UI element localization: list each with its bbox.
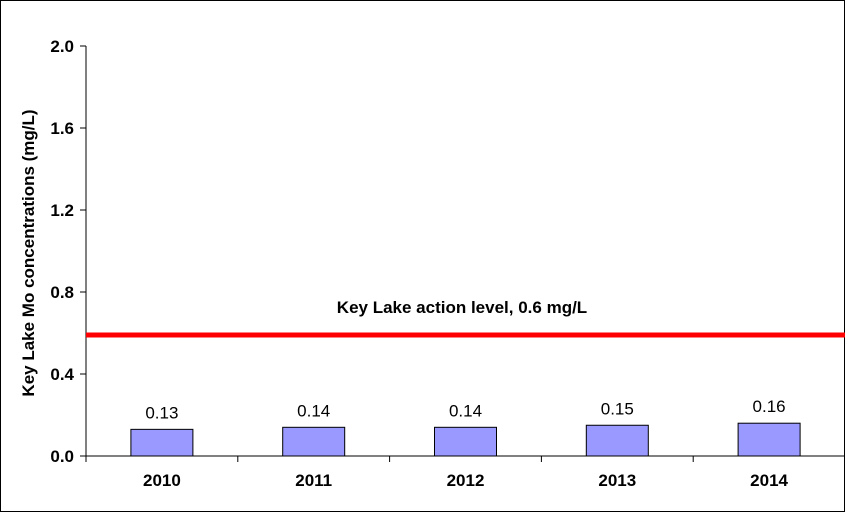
y-tick-label: 1.2 — [50, 201, 74, 220]
data-label: 0.15 — [601, 399, 634, 418]
bar — [585, 424, 649, 457]
x-axis — [85, 455, 845, 462]
bar — [130, 428, 194, 457]
bar — [282, 426, 346, 457]
x-tick-label: 2010 — [143, 471, 181, 490]
bars: 0.13 2010 0.14 2011 0.14 2012 0.15 2013 0.16 2014 — [130, 397, 801, 490]
data-label: 0.14 — [297, 401, 330, 420]
y-tick-label: 1.6 — [50, 119, 74, 138]
reference-line-group: Key Lake action level, 0.6 mg/L — [86, 298, 845, 338]
y-tick-label: 0.4 — [50, 365, 74, 384]
bar — [737, 422, 801, 457]
data-label: 0.13 — [145, 403, 178, 422]
x-tick-label: 2012 — [447, 471, 485, 490]
data-label: 0.16 — [753, 397, 786, 416]
y-tick-label: 0.0 — [50, 447, 74, 466]
x-tick-label: 2011 — [295, 471, 332, 490]
x-tick-label: 2013 — [598, 471, 636, 490]
data-label: 0.14 — [449, 401, 482, 420]
action-level-label: Key Lake action level, 0.6 mg/L — [337, 298, 587, 317]
x-tick-label: 2014 — [750, 471, 788, 490]
y-axis-title: Key Lake Mo concentrations (mg/L) — [19, 109, 38, 396]
bar — [434, 426, 497, 457]
y-tick-label: 0.8 — [50, 283, 74, 302]
y-tick-label: 2.0 — [50, 37, 74, 56]
y-axis: 0.0 0.4 0.8 1.2 1.6 2.0 — [50, 37, 87, 466]
